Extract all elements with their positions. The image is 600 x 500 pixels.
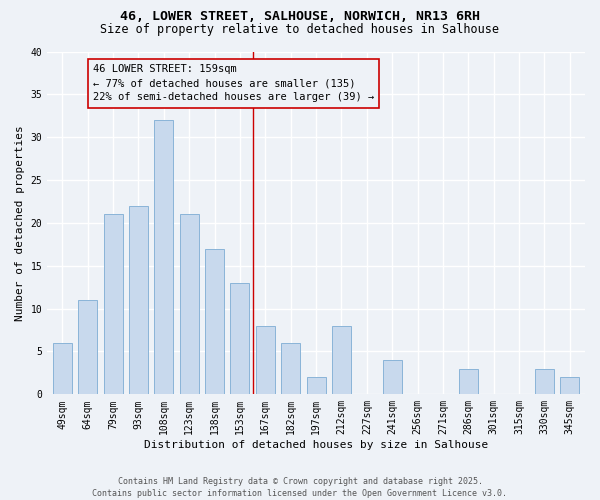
Text: 46 LOWER STREET: 159sqm
← 77% of detached houses are smaller (135)
22% of semi-d: 46 LOWER STREET: 159sqm ← 77% of detache… — [93, 64, 374, 102]
Text: Size of property relative to detached houses in Salhouse: Size of property relative to detached ho… — [101, 22, 499, 36]
Bar — [104, 214, 122, 394]
Bar — [154, 120, 173, 394]
Bar — [459, 368, 478, 394]
Bar — [256, 326, 275, 394]
Bar — [535, 368, 554, 394]
Text: Contains HM Land Registry data © Crown copyright and database right 2025.
Contai: Contains HM Land Registry data © Crown c… — [92, 476, 508, 498]
Bar — [383, 360, 402, 394]
Bar — [205, 248, 224, 394]
Bar — [53, 343, 72, 394]
Text: 46, LOWER STREET, SALHOUSE, NORWICH, NR13 6RH: 46, LOWER STREET, SALHOUSE, NORWICH, NR1… — [120, 10, 480, 23]
Bar — [307, 377, 326, 394]
Y-axis label: Number of detached properties: Number of detached properties — [15, 125, 25, 321]
Bar — [560, 377, 579, 394]
Bar — [281, 343, 300, 394]
Bar — [332, 326, 351, 394]
Bar — [78, 300, 97, 394]
Bar — [129, 206, 148, 394]
X-axis label: Distribution of detached houses by size in Salhouse: Distribution of detached houses by size … — [144, 440, 488, 450]
Bar — [180, 214, 199, 394]
Bar — [230, 283, 250, 395]
